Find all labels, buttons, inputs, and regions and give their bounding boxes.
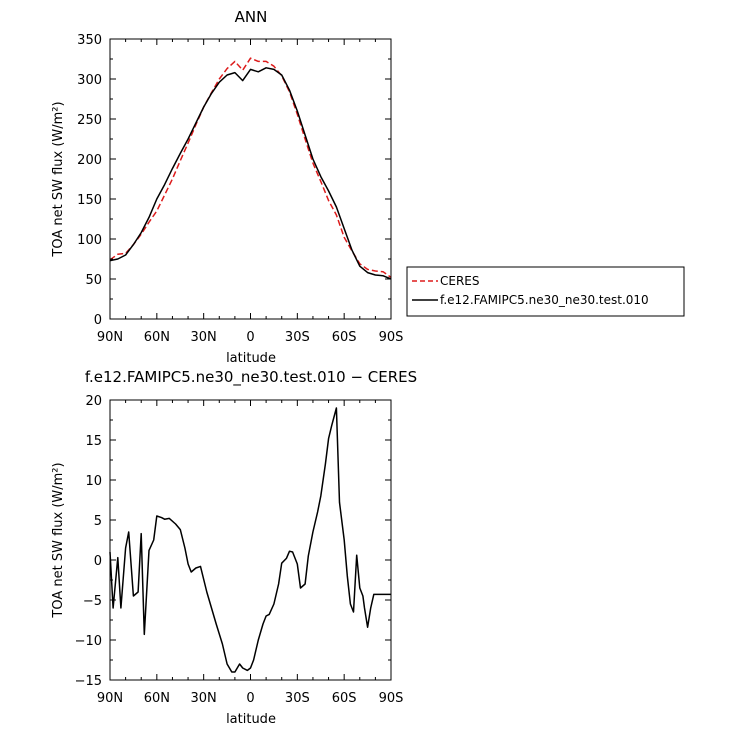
y-tick-label: 15 <box>85 434 102 449</box>
y-tick-label: 350 <box>77 33 102 48</box>
panel-bottom: f.e12.FAMIPC5.ne30_ne30.test.010 − CERES… <box>51 368 417 727</box>
series-line-ceres <box>109 57 392 279</box>
y-tick-label: −10 <box>75 634 102 649</box>
legend: CERES f.e12.FAMIPC5.ne30_ne30.test.010 <box>406 266 685 317</box>
y-axis-label: TOA net SW flux (W/m²) <box>51 462 66 618</box>
x-tick-label: 60S <box>332 330 357 345</box>
x-tick-label: 30S <box>285 691 310 706</box>
x-tick-label: 60N <box>144 691 170 706</box>
plot-frame <box>109 38 392 320</box>
x-tick-label: 60S <box>332 691 357 706</box>
y-tick-label: 0 <box>94 554 102 569</box>
y-tick-label: 5 <box>94 514 102 529</box>
x-axis-label: latitude <box>226 712 276 727</box>
x-tick-label: 90N <box>97 330 123 345</box>
y-tick-label: 200 <box>77 153 102 168</box>
x-tick-label: 30S <box>285 330 310 345</box>
y-tick-label: 300 <box>77 73 102 88</box>
y-tick-label: 0 <box>94 313 102 328</box>
series-line-f-e12-famipc5-ne30-ne30-test-010 <box>109 67 392 280</box>
y-tick-label: −15 <box>75 674 102 689</box>
legend-label-model: f.e12.FAMIPC5.ne30_ne30.test.010 <box>440 293 649 307</box>
y-tick-label: −5 <box>83 594 102 609</box>
panel-top: ANN 90N 60N 30N 0 30S 60S 90S 0 50 100 150 200 250 30… <box>51 8 403 366</box>
x-tick-label: 90N <box>97 691 123 706</box>
legend-box <box>406 266 685 317</box>
x-tick-label: 30N <box>191 330 217 345</box>
chart-title: ANN <box>235 8 268 26</box>
x-tick-label: 90S <box>379 691 404 706</box>
y-tick-label: 150 <box>77 193 102 208</box>
chart-title: f.e12.FAMIPC5.ne30_ne30.test.010 − CERES <box>85 368 417 387</box>
x-tick-label: 60N <box>144 330 170 345</box>
x-tick-label: 0 <box>246 691 254 706</box>
x-tick-label: 90S <box>379 330 404 345</box>
legend-label-ceres: CERES <box>440 274 480 288</box>
x-tick-label: 30N <box>191 691 217 706</box>
y-tick-label: 250 <box>77 113 102 128</box>
y-tick-label: 50 <box>85 273 102 288</box>
plot-frame <box>109 399 392 681</box>
x-axis-label: latitude <box>226 351 276 366</box>
series-line-difference <box>109 407 391 673</box>
y-axis-label: TOA net SW flux (W/m²) <box>51 101 66 257</box>
y-tick-label: 20 <box>85 394 102 409</box>
y-tick-label: 10 <box>85 474 102 489</box>
y-tick-label: 100 <box>77 233 102 248</box>
x-tick-label: 0 <box>246 330 254 345</box>
